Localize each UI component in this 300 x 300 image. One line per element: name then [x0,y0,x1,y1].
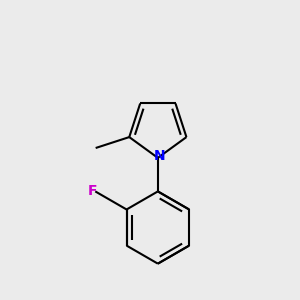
Text: F: F [87,184,97,198]
Text: N: N [154,149,166,163]
